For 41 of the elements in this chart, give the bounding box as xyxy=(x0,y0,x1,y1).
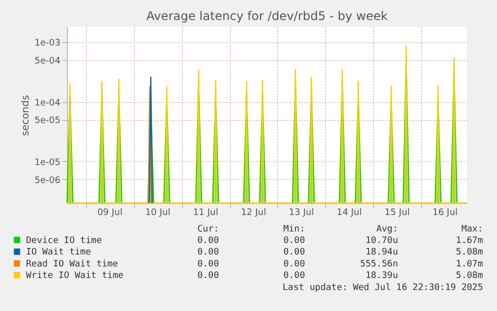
y-tick-label: 5e-06 xyxy=(34,176,61,186)
text: 5.08m xyxy=(456,248,483,258)
text: Min: xyxy=(283,224,305,234)
y-tick-label: 5e-04 xyxy=(34,56,61,67)
legend-label: Read IO Wait time xyxy=(26,259,118,270)
y-tick-label: 5e-05 xyxy=(34,116,60,126)
text: 18.94u xyxy=(365,248,398,258)
text: 0.00 xyxy=(283,248,305,258)
y-tick-label: 1e-05 xyxy=(34,158,60,168)
text: 0.00 xyxy=(283,271,305,282)
x-tick-label: 11 Jul xyxy=(193,208,218,218)
x-tick-label: 10 Jul xyxy=(145,208,170,218)
text: Max: xyxy=(461,224,483,234)
y-tick-label: 1e-04 xyxy=(34,98,61,108)
y-axis-title: seconds xyxy=(20,95,32,136)
text: 1.67m xyxy=(456,236,483,246)
text: 10.70u xyxy=(365,236,398,246)
chart-title: Average latency for /dev/rbd5 - by week xyxy=(146,9,388,23)
y-tick-label: 1e-03 xyxy=(34,38,60,49)
text: 0.00 xyxy=(197,248,219,258)
x-tick-label: 13 Jul xyxy=(288,208,314,218)
legend-label: Write IO Wait time xyxy=(26,271,124,282)
legend-label: Device IO time xyxy=(26,236,102,246)
text: 0.00 xyxy=(197,259,219,270)
text: Last update: Wed Jul 16 22:30:19 2025 xyxy=(282,282,483,293)
text: 18.39u xyxy=(365,271,398,282)
text: 0.00 xyxy=(197,236,219,246)
x-tick-label: 12 Jul xyxy=(240,208,266,218)
text: 5.08m xyxy=(456,271,483,282)
text: 555.56n xyxy=(360,259,398,270)
text: 0.00 xyxy=(197,271,219,282)
text: 0.00 xyxy=(283,236,305,246)
text: Cur: xyxy=(197,224,219,234)
x-tick-label: 09 Jul xyxy=(97,208,122,218)
x-tick-label: 14 Jul xyxy=(336,208,362,218)
text: 1.07m xyxy=(456,259,483,270)
legend-label: IO Wait time xyxy=(26,248,92,258)
x-tick-label: 16 Jul xyxy=(432,208,458,218)
text: 0.00 xyxy=(283,259,305,270)
text: Avg: xyxy=(376,224,398,234)
x-tick-label: 15 Jul xyxy=(384,208,410,218)
